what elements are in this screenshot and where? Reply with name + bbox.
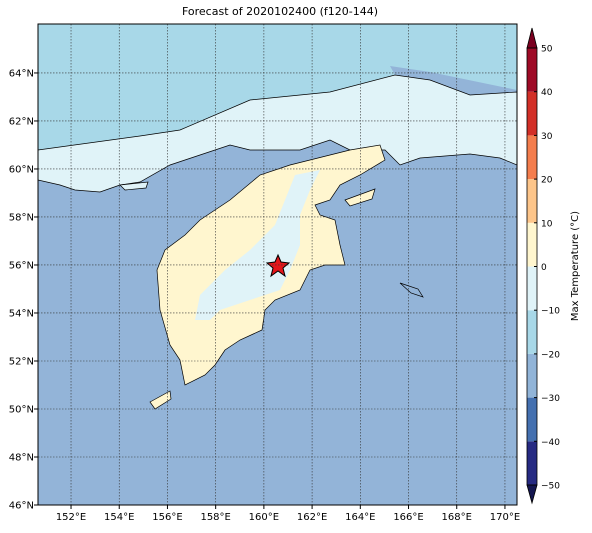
x-tick-label: 168°E xyxy=(442,512,472,523)
y-tick-label: 62°N xyxy=(9,116,34,127)
colorbar-tick-label: −50 xyxy=(541,482,560,492)
colorbar-tick-label: 20 xyxy=(541,176,553,186)
colorbar-bin xyxy=(527,135,537,180)
x-tick-label: 160°E xyxy=(249,512,279,523)
colorbar-tick-label: −40 xyxy=(541,438,560,448)
y-tick-label: 48°N xyxy=(9,452,34,463)
colorbar-bin xyxy=(527,48,537,92)
x-tick-label: 170°E xyxy=(490,512,520,523)
x-tick-label: 166°E xyxy=(393,512,423,523)
island xyxy=(344,188,376,207)
y-tick-label: 52°N xyxy=(9,356,34,367)
colorbar-tick-label: 50 xyxy=(541,45,553,55)
y-tick-label: 60°N xyxy=(9,164,34,175)
colorbar-bin xyxy=(527,397,537,442)
colorbar-bin xyxy=(527,91,537,136)
x-tick-label: 152°E xyxy=(56,512,86,523)
colorbar-bin xyxy=(527,266,537,311)
colorbar-tick-label: 0 xyxy=(541,263,547,273)
x-tick-label: 162°E xyxy=(297,512,327,523)
colorbar-tick-label: 30 xyxy=(541,132,553,142)
cold-region xyxy=(38,24,517,150)
cool-interior xyxy=(195,170,320,320)
colorbar-over xyxy=(526,27,538,49)
colorbar-tick-label: −20 xyxy=(541,350,560,360)
y-tick-label: 46°N xyxy=(9,501,34,512)
colorbar-tick-label: −30 xyxy=(541,394,560,404)
colorbar-bin xyxy=(527,179,537,223)
map-title: Forecast of 2020102400 (f120-144) xyxy=(182,5,378,18)
colorbar-label: Max Temperature (°C) xyxy=(570,211,581,321)
colorbar-tick-label: 10 xyxy=(541,219,553,229)
location-star xyxy=(265,253,291,278)
x-tick-label: 156°E xyxy=(152,512,182,523)
colorbar-bin xyxy=(527,353,537,398)
colorbar-tick-label: −10 xyxy=(541,307,560,317)
y-tick-label: 64°N xyxy=(9,68,34,79)
map-field xyxy=(38,24,517,505)
x-tick-label: 154°E xyxy=(104,512,134,523)
colorbar-bin xyxy=(527,222,537,267)
y-tick-label: 50°N xyxy=(9,404,34,415)
colorbar-tick-label: 40 xyxy=(541,88,553,98)
x-tick-label: 164°E xyxy=(345,512,375,523)
island xyxy=(119,181,149,191)
y-tick-label: 56°N xyxy=(9,260,34,271)
colorbar-under xyxy=(526,484,538,505)
colorbar-bin xyxy=(527,441,537,485)
colorbar-bin xyxy=(527,310,537,354)
island xyxy=(149,390,172,410)
x-tick-label: 158°E xyxy=(200,512,230,523)
y-tick-label: 58°N xyxy=(9,212,34,223)
island xyxy=(399,282,424,298)
y-tick-label: 54°N xyxy=(9,308,34,319)
